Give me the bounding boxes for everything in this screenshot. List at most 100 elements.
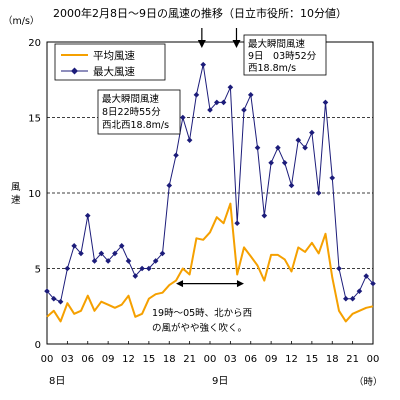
series-line-0 [46, 202, 374, 323]
legend-max-label: 最大風速 [93, 65, 135, 78]
x-tick-label: 12 [285, 354, 298, 365]
annotation-strong-period-bg [150, 302, 260, 338]
x-tick-label: 03 [224, 354, 237, 365]
x-tick-label: 21 [346, 354, 359, 365]
x-tick-labels: 00 03 06 09 12 15 18 21 00 03 06 09 12 15 18 21 00 [41, 341, 380, 365]
day-label: 8日 [49, 376, 65, 387]
x-tick-label: 00 [204, 354, 217, 365]
annotation-peak-9th: 最大瞬間風速 9日 03時52分 西18.8m/s [243, 34, 327, 76]
max-wind-point [118, 243, 125, 249]
x-tick-label: 15 [143, 354, 156, 365]
max-wind-point [132, 273, 139, 279]
day-labels: 8日 9日 [49, 376, 228, 387]
max-wind-point [268, 160, 274, 166]
legend-box [54, 43, 166, 81]
max-wind-point [71, 243, 77, 249]
annotation-peak-8th-line3: 西北西18.8m/s [102, 120, 169, 131]
annotation-peak-8th-box [97, 89, 181, 135]
plot-area: 0 5 10 15 20 00 03 06 09 12 15 18 21 00 03 06 09 12 15 18 2… [28, 28, 379, 365]
legend: 平均風速 最大風速 [54, 43, 166, 81]
max-wind-point [349, 295, 356, 302]
series-average-wind [46, 202, 374, 323]
max-wind-point [193, 92, 200, 98]
max-wind-point [370, 280, 376, 287]
y-tick-label-10: 10 [28, 189, 41, 200]
max-wind-point [64, 265, 71, 272]
annotation-peak-9th-line3: 西18.8m/s [248, 63, 296, 74]
max-wind-point [281, 160, 288, 166]
max-wind-point [166, 182, 173, 189]
max-wind-point [207, 107, 213, 113]
x-tick-label: 09 [265, 354, 278, 365]
max-wind-point [329, 175, 336, 181]
y-unit-label: （m/s） [3, 15, 39, 27]
y-tick-label-0: 0 [35, 340, 41, 351]
max-wind-point [84, 212, 91, 219]
max-wind-point [261, 212, 268, 219]
annotation-strong-period: 19時～05時、北から西 の風がやや強く吹く。 [150, 302, 260, 338]
max-wind-point [180, 114, 186, 121]
max-wind-point [241, 107, 247, 113]
max-wind-point [57, 298, 64, 305]
x-tick-label: 21 [183, 354, 196, 365]
max-wind-point [336, 265, 342, 272]
legend-max-marker [71, 67, 78, 75]
y-axis-title-char: 風 [11, 182, 21, 193]
x-tick-label: 00 [367, 354, 380, 365]
peak-arrow-head [232, 40, 241, 48]
max-wind-point [186, 137, 193, 143]
x-tick-label: 09 [102, 354, 115, 365]
max-wind-point [295, 137, 302, 143]
max-wind-point [356, 288, 363, 294]
max-wind-point [98, 250, 105, 257]
y-tick-label-15: 15 [28, 114, 41, 125]
x-unit-label: （時） [354, 376, 383, 388]
y-axis-title: 風速 [11, 182, 21, 206]
y-axis-title-char: 速 [11, 195, 21, 206]
x-tick-label: 15 [306, 354, 319, 365]
x-tick-label: 06 [81, 354, 94, 365]
max-wind-point [91, 258, 98, 264]
max-wind-point [50, 295, 57, 302]
max-wind-point [220, 99, 227, 106]
max-wind-point [159, 250, 166, 257]
period-arrow-head-left [176, 280, 184, 288]
max-wind-point [309, 129, 315, 136]
annotation-peak-9th-line1: 最大瞬間風速 [248, 38, 306, 50]
x-tick-label: 06 [244, 354, 257, 365]
annotation-peak-9th-line2: 9日 03時52分 [248, 51, 317, 62]
x-tick-label: 12 [122, 354, 135, 365]
day-label: 9日 [212, 376, 228, 387]
annotation-peak-8th-line1: 最大瞬間風速 [102, 93, 160, 105]
y-tick-label-5: 5 [35, 265, 41, 276]
legend-avg-label: 平均風速 [93, 50, 135, 62]
y-tick-label-20: 20 [28, 38, 41, 49]
x-tick-label: 18 [326, 354, 339, 365]
annotation-strong-period-line2: の風がやや強く吹く。 [152, 322, 247, 334]
series-max-wind [44, 61, 376, 305]
max-wind-point [363, 273, 370, 279]
max-wind-point [254, 144, 261, 151]
max-wind-point [146, 265, 152, 272]
annotation-arrows [176, 28, 244, 288]
max-wind-point [78, 250, 84, 257]
x-tick-label: 03 [61, 354, 74, 365]
max-wind-point [234, 220, 240, 226]
max-wind-point [343, 295, 349, 302]
max-wind-point [112, 250, 118, 257]
max-wind-point [105, 258, 111, 264]
x-tick-label: 18 [163, 354, 176, 365]
max-wind-point [288, 182, 295, 189]
max-wind-point [173, 152, 179, 159]
max-wind-point [139, 265, 145, 272]
annotation-peak-9th-box [243, 34, 327, 76]
max-wind-point [200, 61, 207, 68]
max-wind-point [213, 99, 220, 106]
x-tick-label: 00 [41, 354, 54, 365]
annotation-strong-period-line1: 19時～05時、北から西 [152, 308, 252, 319]
max-wind-point [152, 258, 159, 264]
max-wind-point [247, 92, 254, 98]
period-arrow-head-right [236, 280, 244, 288]
gridlines [47, 117, 373, 269]
max-wind-point [315, 190, 322, 196]
